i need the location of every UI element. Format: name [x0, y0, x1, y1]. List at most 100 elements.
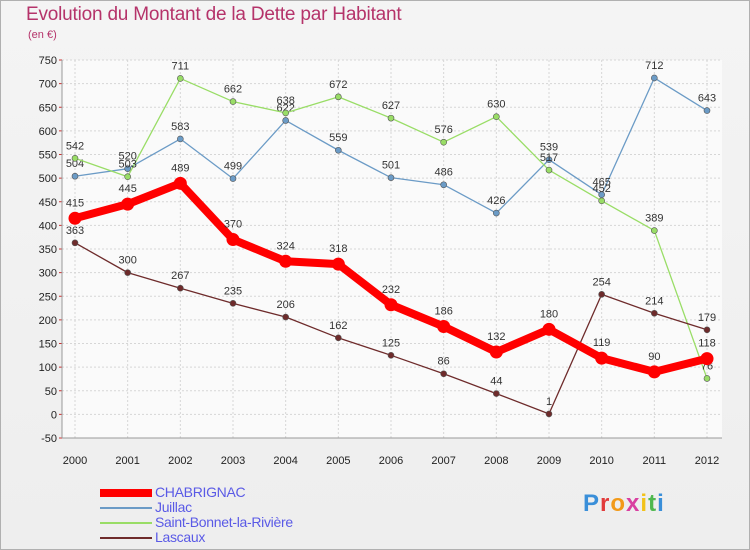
y-tick-label: 150: [39, 339, 57, 351]
chart-subtitle: (en €): [28, 29, 57, 41]
data-point-lascaux: [598, 291, 605, 298]
data-point-lascaux: [335, 334, 342, 342]
legend-swatch: [100, 522, 152, 524]
data-point-chabrignac: [489, 345, 503, 359]
data-label-chabrignac: 90: [648, 351, 660, 363]
data-point-chabrignac: [331, 257, 345, 271]
data-label-lascaux: 214: [645, 295, 663, 307]
data-label-juillac: 643: [698, 93, 716, 105]
data-label-chabrignac: 180: [540, 308, 558, 320]
data-label-chabrignac: 445: [118, 183, 136, 195]
data-label-chabrignac: 415: [66, 197, 84, 209]
data-point-lascaux: [387, 352, 395, 359]
data-point-juillac: [335, 146, 342, 154]
data-label-juillac: 426: [487, 195, 505, 207]
logo-letter: P: [583, 490, 601, 517]
y-tick-label: 450: [39, 197, 57, 209]
data-point-chabrignac: [173, 176, 187, 190]
y-tick-label: 600: [39, 126, 57, 138]
data-point-saint-bonnet-la-rivie-re: [598, 197, 605, 205]
data-point-chabrignac: [700, 352, 714, 366]
logo-letter: x: [626, 490, 641, 517]
data-label-saint-bonnet-la-rivie-re: 638: [276, 95, 294, 107]
data-label-chabrignac: 489: [171, 162, 189, 174]
x-tick-label: 2007: [431, 455, 455, 467]
logo-letter: i: [657, 490, 665, 517]
data-point-chabrignac: [647, 365, 661, 379]
data-label-saint-bonnet-la-rivie-re: 662: [224, 84, 242, 96]
data-label-lascaux: 206: [276, 299, 294, 311]
data-label-chabrignac: 370: [224, 219, 242, 231]
data-point-lascaux: [545, 410, 553, 418]
y-tick-label: 750: [39, 55, 57, 67]
data-point-lascaux: [703, 326, 711, 334]
data-label-chabrignac: 119: [593, 337, 611, 349]
data-point-juillac: [124, 165, 131, 172]
data-label-lascaux: 179: [698, 312, 716, 324]
data-point-saint-bonnet-la-rivie-re: [493, 113, 500, 120]
data-point-juillac: [229, 175, 237, 182]
data-label-saint-bonnet-la-rivie-re: 452: [592, 183, 610, 195]
data-label-saint-bonnet-la-rivie-re: 389: [645, 213, 663, 225]
data-label-lascaux: 235: [224, 285, 242, 297]
y-tick-label: 50: [45, 386, 57, 398]
y-tick-label: 250: [39, 291, 57, 303]
x-tick-label: 2012: [695, 455, 719, 467]
data-point-lascaux: [177, 284, 184, 292]
data-label-juillac: 520: [118, 151, 136, 163]
data-point-lascaux: [229, 300, 237, 307]
data-label-saint-bonnet-la-rivie-re: 503: [118, 159, 136, 171]
legend-swatch: [100, 537, 152, 539]
data-point-juillac: [440, 181, 447, 189]
data-point-saint-bonnet-la-rivie-re: [177, 75, 184, 82]
data-point-chabrignac: [542, 322, 556, 336]
data-label-chabrignac: 186: [434, 305, 452, 317]
data-label-saint-bonnet-la-rivie-re: 630: [487, 99, 505, 111]
data-point-chabrignac: [279, 254, 293, 268]
data-point-lascaux: [493, 390, 500, 397]
data-label-saint-bonnet-la-rivie-re: 542: [66, 140, 84, 152]
legend-swatch: [100, 507, 152, 509]
x-tick-label: 2005: [326, 455, 350, 467]
data-label-saint-bonnet-la-rivie-re: 517: [540, 152, 558, 164]
x-tick-label: 2000: [63, 455, 87, 467]
data-label-chabrignac: 132: [487, 331, 505, 343]
y-tick-label: 500: [39, 173, 57, 185]
y-tick-label: 100: [39, 362, 57, 374]
data-label-lascaux: 300: [118, 255, 136, 267]
x-tick-label: 2003: [221, 455, 245, 467]
data-point-lascaux: [124, 269, 131, 276]
x-tick-label: 2011: [643, 455, 667, 467]
data-label-chabrignac: 324: [276, 240, 294, 252]
data-label-lascaux: 162: [329, 320, 347, 332]
data-point-lascaux: [440, 370, 447, 378]
x-tick-label: 2010: [589, 455, 613, 467]
data-label-juillac: 499: [224, 161, 242, 173]
logo-letter: t: [648, 490, 658, 517]
data-point-juillac: [703, 107, 711, 114]
data-label-chabrignac: 118: [698, 338, 716, 350]
data-point-saint-bonnet-la-rivie-re: [440, 138, 447, 146]
data-point-chabrignac: [384, 298, 398, 312]
data-label-chabrignac: 232: [382, 284, 400, 296]
legend-label: CHABRIGNAC: [155, 484, 246, 500]
x-tick-label: 2001: [115, 455, 139, 467]
x-tick-label: 2008: [484, 455, 508, 467]
data-label-lascaux: 254: [592, 276, 610, 288]
data-point-chabrignac: [68, 211, 82, 225]
x-tick-label: 2002: [168, 455, 192, 467]
data-point-saint-bonnet-la-rivie-re: [545, 166, 553, 174]
data-point-saint-bonnet-la-rivie-re: [282, 109, 289, 117]
y-tick-label: -50: [41, 433, 57, 445]
data-point-saint-bonnet-la-rivie-re: [387, 114, 395, 122]
data-label-saint-bonnet-la-rivie-re: 672: [329, 79, 347, 91]
data-label-juillac: 504: [66, 158, 84, 170]
logo-letter: r: [600, 490, 611, 517]
data-label-juillac: 712: [645, 60, 663, 72]
proxiti-logo: Proxiti: [583, 490, 665, 518]
y-tick-label: 0: [51, 409, 57, 421]
logo-letter: o: [610, 490, 627, 517]
data-label-lascaux: 125: [382, 337, 400, 349]
data-point-chabrignac: [121, 197, 135, 211]
